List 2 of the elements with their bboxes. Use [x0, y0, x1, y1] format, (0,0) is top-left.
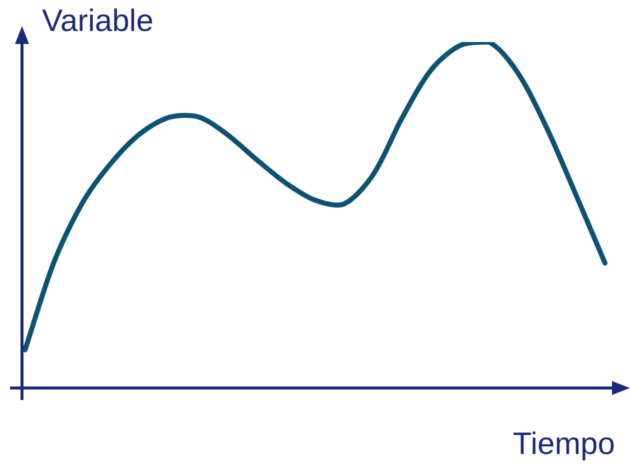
x-axis-title: Tiempo [512, 426, 615, 462]
y-axis-title: Variable [42, 3, 154, 39]
